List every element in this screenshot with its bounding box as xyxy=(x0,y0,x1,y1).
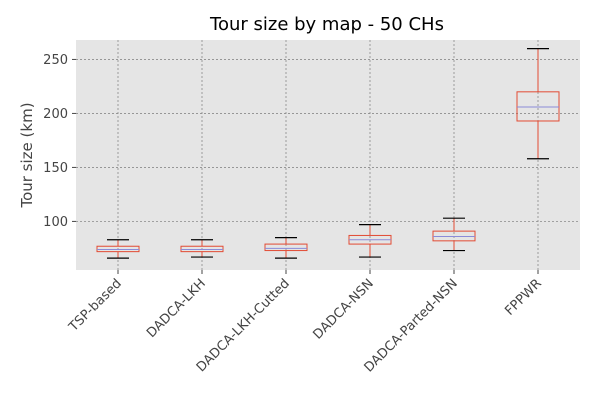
box-body xyxy=(264,243,308,252)
y-tick-label: 100 xyxy=(43,215,68,230)
box-dadca-lkh xyxy=(180,239,224,258)
plot-area xyxy=(76,40,580,270)
box-body xyxy=(180,245,224,253)
box-fppwr xyxy=(516,48,560,160)
y-tick-label: 250 xyxy=(43,53,68,68)
box-body xyxy=(516,91,560,122)
y-tick-label: 150 xyxy=(43,161,68,176)
y-ticks: 100 150 200 250 xyxy=(43,53,76,230)
chart-title: Tour size by map - 50 CHs xyxy=(209,14,444,35)
box-tsp-based xyxy=(96,239,140,259)
y-tick-label: 200 xyxy=(43,107,68,122)
box-dadca-parted-nsn xyxy=(432,217,476,252)
x-tick-label: DADCA-LKH-Cutted xyxy=(194,276,293,375)
y-axis-label: Tour size (km) xyxy=(18,102,36,208)
box-body xyxy=(432,230,476,242)
x-tick-label: TSP-based xyxy=(66,276,125,335)
box-body xyxy=(96,245,140,253)
boxes xyxy=(96,48,560,259)
box-dadca-nsn xyxy=(348,224,392,258)
box-dadca-lkh-cutted xyxy=(264,237,308,259)
grid xyxy=(76,40,580,270)
x-tick-label: FPPWR xyxy=(502,276,544,318)
x-tick-label: DADCA-LKH xyxy=(144,276,209,341)
x-tick-label: DADCA-NSN xyxy=(311,276,377,342)
x-tick-label: DADCA-Parted-NSN xyxy=(362,276,461,375)
